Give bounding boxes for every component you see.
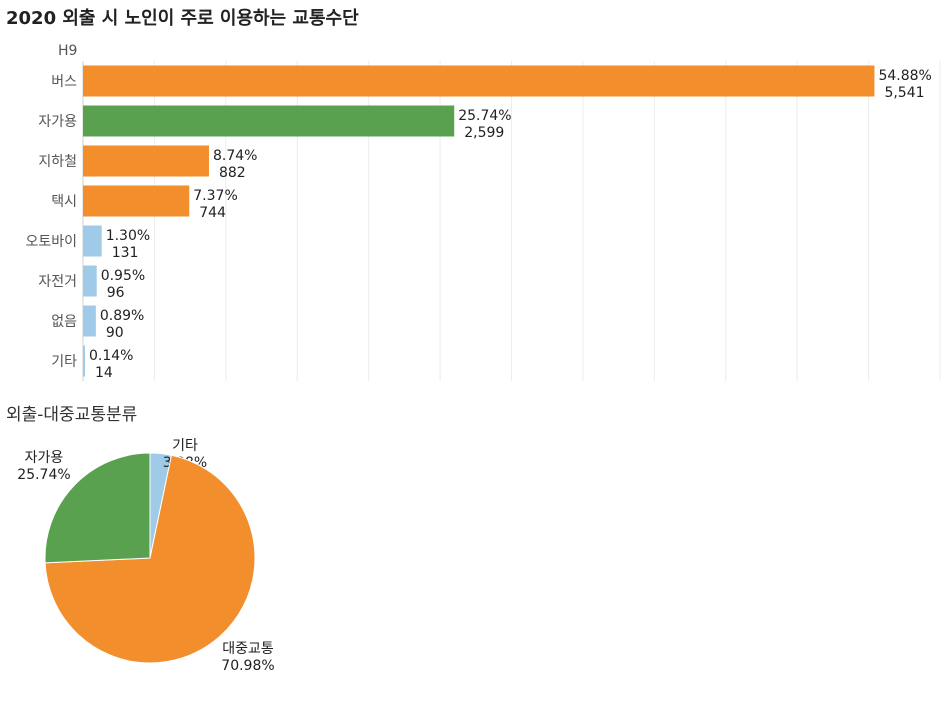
count-label: 5,541 [884, 85, 924, 101]
category-label: 택시 [51, 194, 77, 210]
category-label: 기타 [51, 354, 77, 370]
bar-지하철[interactable] [83, 145, 209, 177]
percent-label: 7.37% [193, 188, 237, 204]
count-label: 131 [112, 245, 139, 261]
percent-label: 1.30% [106, 228, 150, 244]
pie-chart-title: 외출-대중교통분류 [6, 405, 138, 425]
field-label: H9 [58, 43, 77, 59]
percent-label: 8.74% [213, 148, 257, 164]
chart-title: 2020 외출 시 노인이 주로 이용하는 교통수단 [6, 8, 359, 29]
pie-slice-대중교통[interactable] [44, 454, 256, 664]
percent-label: 0.14% [89, 348, 133, 364]
percent-label: 25.74% [458, 108, 511, 124]
category-label: 오토바이 [25, 234, 77, 250]
slice-percent-label: 70.98% [221, 658, 274, 674]
bar-버스[interactable] [83, 65, 875, 97]
category-label: 자가용 [38, 114, 77, 130]
category-label: 없음 [51, 314, 77, 330]
category-label: 자전거 [38, 274, 77, 290]
bar-오토바이[interactable] [83, 225, 102, 257]
count-label: 14 [95, 365, 113, 381]
count-label: 882 [219, 165, 246, 181]
category-label: 버스 [51, 74, 77, 90]
bar-기타[interactable] [83, 345, 85, 377]
percent-label: 0.89% [100, 308, 144, 324]
slice-percent-label: 25.74% [17, 467, 70, 483]
bar-택시[interactable] [83, 185, 190, 217]
slice-label: 대중교통 [222, 641, 274, 657]
category-label: 지하철 [38, 154, 77, 170]
bar-series: 버스 54.88%5,541 자가용 25.74%2,599 지하철 8.74%882 택시… [25, 65, 932, 381]
bar-없음[interactable] [83, 305, 96, 337]
percent-label: 54.88% [878, 68, 931, 84]
count-label: 96 [107, 285, 125, 301]
count-label: 744 [199, 205, 226, 221]
bar-자전거[interactable] [83, 265, 97, 297]
count-label: 90 [106, 325, 124, 341]
percent-label: 0.95% [101, 268, 145, 284]
count-label: 2,599 [464, 125, 504, 141]
pie-slice-자가용[interactable] [44, 452, 151, 564]
bar-자가용[interactable] [83, 105, 455, 137]
slice-label: 자가용 [25, 450, 64, 466]
slice-label: 기타 [172, 438, 198, 454]
